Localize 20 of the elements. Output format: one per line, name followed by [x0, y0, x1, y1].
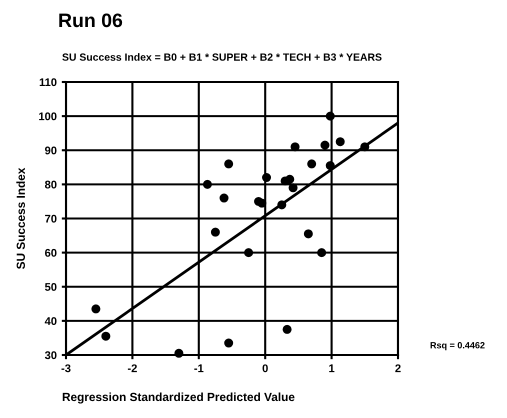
- text: Rsq = 0.4462: [430, 342, 485, 350]
- x-tick-label: 0: [262, 364, 268, 372]
- x-tick-label: -2: [128, 364, 137, 372]
- y-tick-label: 100: [39, 112, 57, 120]
- y-tick-label: 60: [45, 248, 57, 257]
- chart-subtitle: SU Success Index = B0 + B1 * SUPER + B2 * TECH + B3 * YEARS: [62, 53, 382, 61]
- y-tick-label: 110: [40, 78, 57, 86]
- y-tick-label: 50: [44, 283, 57, 291]
- y-tick-label: 40: [44, 317, 57, 326]
- y-tick-label: 70: [45, 214, 57, 223]
- y-axis-title: SU Success Index: [16, 168, 25, 270]
- y-tick-label: 30: [44, 351, 57, 360]
- x-tick-label: -3: [61, 364, 71, 372]
- x-axis-title: Regression Standardized Predicted Value: [62, 392, 295, 404]
- x-tick-label: -1: [194, 364, 204, 372]
- x-tick-label: 2: [395, 364, 401, 372]
- chart-title: Run 06: [59, 13, 122, 28]
- y-tick-label: 80: [44, 180, 57, 189]
- y-tick-label: 90: [45, 146, 57, 154]
- x-tick-label: 1: [329, 364, 334, 372]
